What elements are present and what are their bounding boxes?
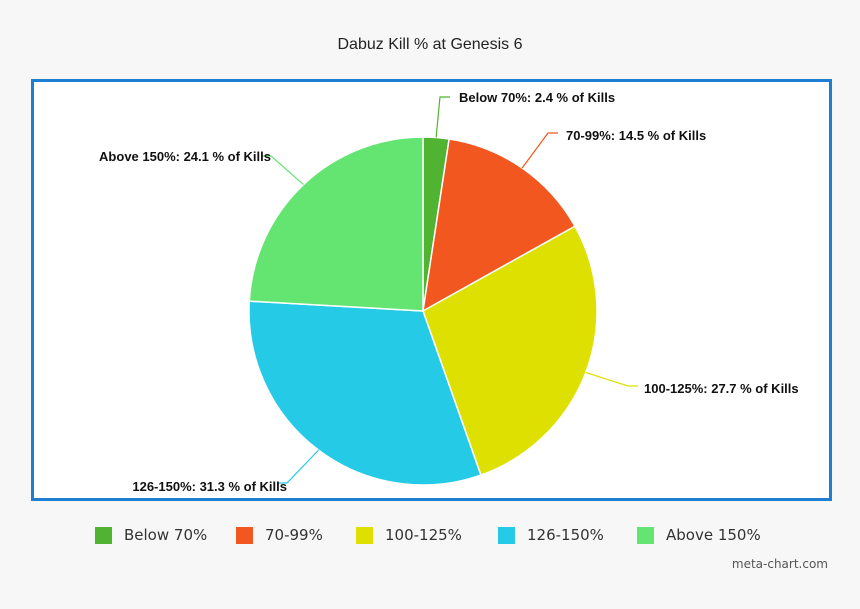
legend-swatch xyxy=(637,526,654,544)
legend-item-70-99[interactable]: 70-99% xyxy=(236,523,323,547)
pie-slice-3[interactable] xyxy=(248,300,482,486)
legend-item-below-70[interactable]: Below 70% xyxy=(95,523,207,547)
legend-swatch xyxy=(95,526,112,544)
legend-label: Below 70% xyxy=(124,526,208,544)
legend-item-above-150[interactable]: Above 150% xyxy=(637,523,761,547)
legend-swatch xyxy=(356,526,373,544)
slice-label-0: Below 70%: 2.4 % of Kills xyxy=(459,90,615,105)
leader-line-2 xyxy=(585,371,638,387)
chart-title: Dabuz Kill % at Genesis 6 xyxy=(337,36,523,53)
slice-label-1: 70-99%: 14.5 % of Kills xyxy=(566,128,706,143)
legend-item-126-150[interactable]: 126-150% xyxy=(498,523,604,547)
leader-line-3 xyxy=(277,449,319,484)
legend: Below 70% 70-99% 100-125% 126-150% Above… xyxy=(0,523,860,547)
legend-label: Above 150% xyxy=(666,526,761,544)
slice-label-3: 126-150%: 31.3 % of Kills xyxy=(132,479,287,494)
legend-swatch xyxy=(236,526,253,544)
slice-label-4: Above 150%: 24.1 % of Kills xyxy=(99,149,271,164)
pie-slice-1[interactable] xyxy=(422,138,576,313)
legend-swatch xyxy=(498,526,515,544)
legend-label: 70-99% xyxy=(265,526,323,544)
legend-label: 126-150% xyxy=(527,526,604,544)
slice-label-2: 100-125%: 27.7 % of Kills xyxy=(644,381,799,396)
legend-label: 100-125% xyxy=(385,526,462,544)
pie-slice-4[interactable] xyxy=(248,136,424,312)
legend-item-100-125[interactable]: 100-125% xyxy=(356,523,462,547)
leader-line-1 xyxy=(521,132,558,169)
leader-line-0 xyxy=(435,96,450,138)
credit-text: meta-chart.com xyxy=(731,557,828,571)
leader-line-4 xyxy=(261,155,304,185)
